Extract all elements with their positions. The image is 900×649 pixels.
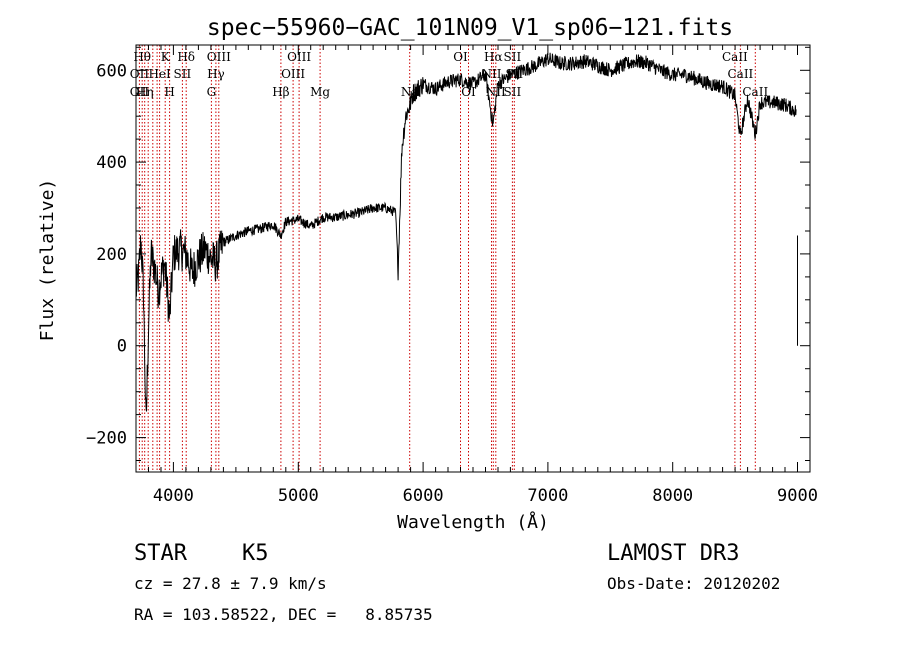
emission-line-label: OIII	[287, 50, 311, 64]
x-tick-label: 9000	[777, 486, 818, 506]
y-axis-ticks: −200 0 200 400 600	[86, 46, 810, 461]
x-tick-label: 7000	[527, 486, 568, 506]
emission-line-label: Hγ	[207, 67, 225, 81]
x-tick-label: 6000	[403, 486, 444, 506]
emission-line-label: SII	[504, 50, 522, 64]
emission-line-label: OIII	[207, 50, 231, 64]
emission-line-label: Hη	[136, 85, 154, 99]
emission-line-label: OII	[130, 85, 150, 99]
coordinates-text: RA = 103.58522, DEC = 8.85735	[134, 605, 433, 624]
emission-line-label: Hβ	[272, 85, 289, 99]
emission-line-label: Hδ	[177, 50, 195, 64]
y-tick-label: 600	[96, 61, 127, 81]
emission-line-label: OI	[461, 85, 476, 99]
chart-title: spec−55960−GAC_101N09_V1_sp06−121.fits	[207, 15, 733, 41]
emission-line-label: OI	[453, 50, 468, 64]
emission-line-label: CaII	[722, 50, 748, 64]
emission-line-label: H	[164, 85, 174, 99]
emission-line-label: Hθ	[133, 50, 151, 64]
obs-date: Obs-Date: 20120202	[607, 574, 780, 593]
x-axis-label: Wavelength (Å)	[397, 511, 549, 533]
object-class: STAR	[134, 541, 188, 566]
emission-line-label: SII	[504, 85, 522, 99]
emission-line-label: CaII	[742, 85, 768, 99]
emission-line-label: Hα	[484, 50, 503, 64]
x-axis-ticks: 4000 5000 6000 7000 8000 9000	[135, 45, 818, 506]
redshift-text: cz = 27.8 ± 7.9 km/s	[134, 574, 327, 593]
emission-line-label: HeI	[148, 67, 171, 81]
emission-line-label: SII	[174, 67, 192, 81]
y-tick-label: 0	[117, 337, 127, 357]
emission-line-label: OII	[130, 67, 150, 81]
object-subclass: K5	[242, 541, 269, 566]
emission-line-label: OIII	[281, 67, 305, 81]
spectrum-group	[136, 52, 798, 412]
x-tick-label: 5000	[278, 486, 319, 506]
y-axis-label: Flux (relative)	[37, 179, 58, 342]
emission-line-label: K	[161, 50, 171, 64]
x-tick-label: 8000	[652, 486, 693, 506]
x-tick-label: 4000	[153, 486, 194, 506]
spectrum-line	[136, 52, 797, 412]
survey-name: LAMOST DR3	[607, 541, 739, 566]
y-tick-label: 400	[96, 153, 127, 173]
y-tick-label: 200	[96, 245, 127, 265]
emission-line-label: CaII	[727, 67, 753, 81]
emission-line-label: G	[207, 85, 217, 99]
emission-line-label: Mg	[310, 85, 330, 99]
y-tick-label: −200	[86, 429, 127, 449]
